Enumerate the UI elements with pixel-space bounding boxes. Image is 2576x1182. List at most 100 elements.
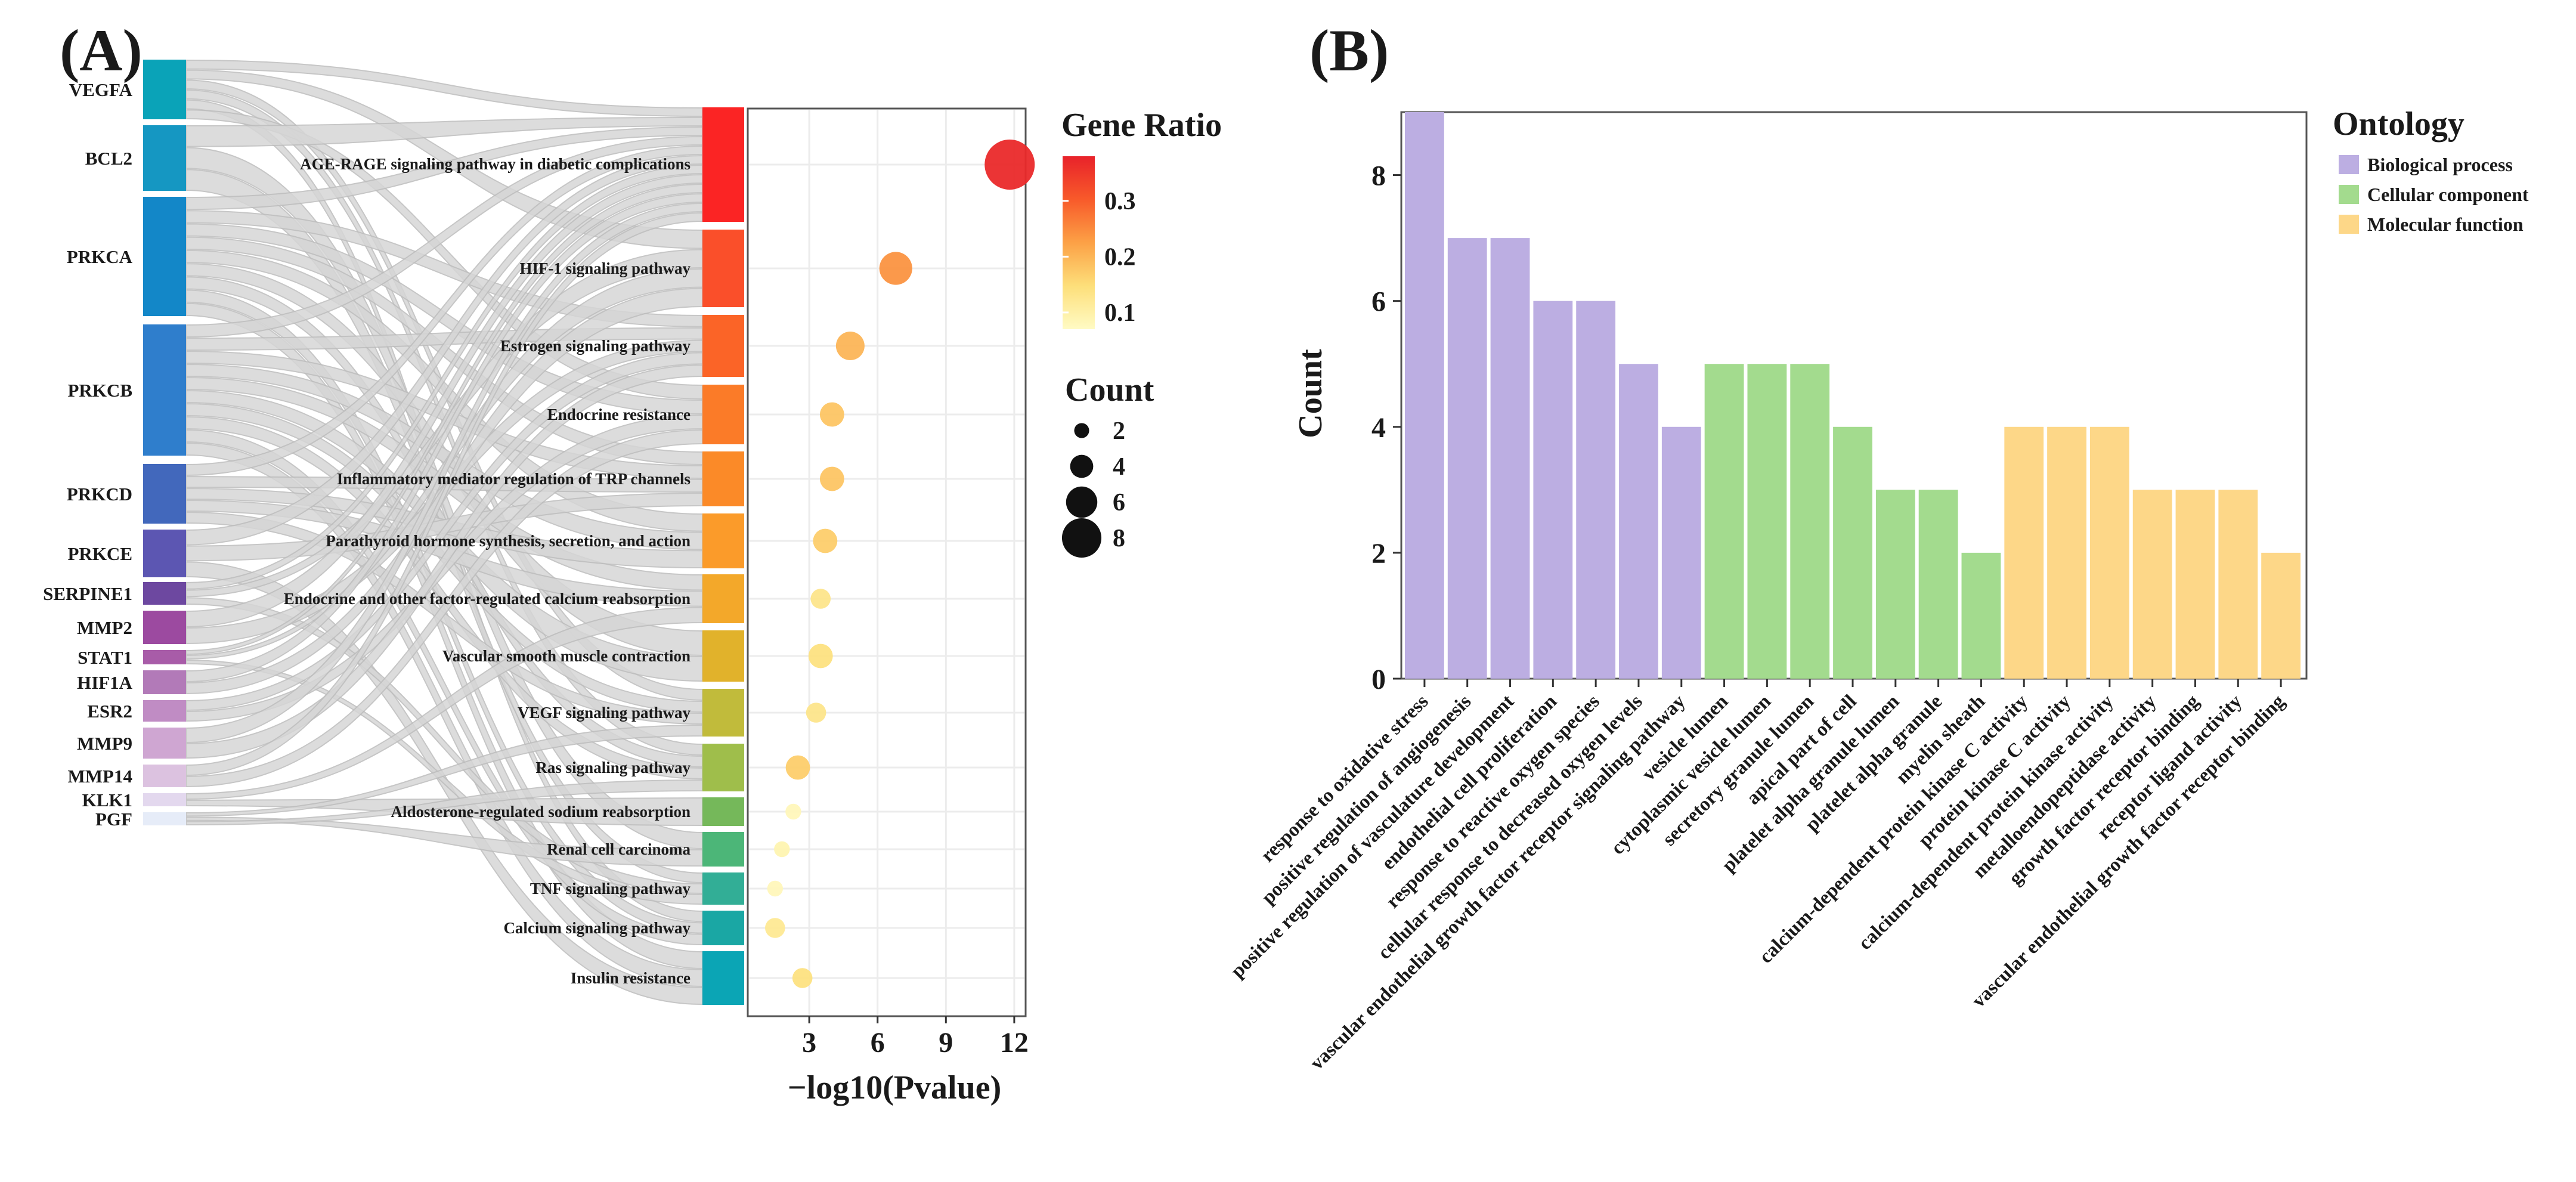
colorbar-tick-label: 0.2	[1104, 243, 1136, 271]
pathway-node-bar	[702, 107, 744, 222]
pathway-label: Aldosterone-regulated sodium reabsorptio…	[391, 803, 691, 821]
pathway-dot	[765, 918, 785, 938]
x-tick-label: 9	[939, 1027, 953, 1059]
pathway-dot	[813, 528, 838, 553]
dot-plot-grid	[749, 110, 1024, 1015]
go-bar	[1447, 238, 1487, 679]
pathway-dot	[835, 332, 865, 360]
count-legend-label: 8	[1113, 525, 1125, 552]
ontology-legend-items: Biological process Cellular component Mole…	[2339, 154, 2529, 235]
go-bar	[1790, 364, 1830, 679]
go-bar	[1875, 490, 1915, 679]
go-bar	[1533, 301, 1573, 679]
count-legend-dot	[1061, 518, 1102, 558]
gene-label: PRKCE	[68, 543, 133, 564]
pathway-dot	[767, 880, 784, 897]
pathway-label: Calcium signaling pathway	[503, 919, 691, 937]
ontology-legend-swatch	[2339, 215, 2359, 234]
pathway-label: Estrogen signaling pathway	[500, 337, 691, 355]
go-bar	[2089, 426, 2129, 679]
pathway-dot	[810, 589, 831, 609]
bar-chart-bars	[1405, 112, 2301, 679]
count-legend-label: 2	[1113, 417, 1125, 445]
gene-node-bar	[143, 60, 186, 119]
go-bar	[2175, 490, 2215, 679]
gene-node-bar	[143, 582, 186, 605]
pathway-dot	[785, 755, 810, 780]
go-bar	[1576, 301, 1616, 679]
gene-label: BCL2	[85, 148, 132, 169]
gene-node-bar	[143, 728, 186, 759]
pathway-label: Renal cell carcinoma	[547, 840, 691, 858]
sankey-link	[185, 116, 703, 147]
x-tick-label: 12	[1000, 1027, 1029, 1059]
pathway-label: Vascular smooth muscle contraction	[442, 647, 691, 665]
pathway-label: Inflammatory mediator regulation of TRP …	[337, 470, 691, 488]
count-legend-items: 2 4 6 8	[1061, 417, 1125, 558]
ontology-legend-label: Biological process	[2367, 154, 2513, 175]
pathway-label: AGE-RAGE signaling pathway in diabetic c…	[300, 155, 691, 173]
pathway-node-bar	[702, 574, 744, 623]
colorbar-tick-label: 0.1	[1104, 299, 1136, 327]
y-tick-label: 6	[1371, 286, 1386, 318]
pathway-node-bar	[702, 230, 744, 307]
gene-label: PRKCA	[67, 246, 133, 267]
pathway-node-bar	[702, 630, 744, 682]
gene-ratio-legend-title: Gene Ratio	[1061, 107, 1222, 144]
go-bar	[2132, 490, 2172, 679]
ontology-legend-title: Ontology	[2333, 106, 2464, 143]
sankey-link	[185, 174, 703, 628]
pathway-node-bar	[702, 911, 744, 945]
gene-label: SERPINE1	[43, 583, 132, 604]
colorbar-tick-label: 0.3	[1104, 188, 1136, 215]
y-tick-label: 4	[1371, 412, 1386, 444]
gene-node-bar	[143, 700, 186, 722]
gene-label: HIF1A	[77, 672, 133, 693]
gene-label: PRKCB	[68, 380, 133, 401]
count-legend: Count 2 4 6 8	[1061, 372, 1154, 558]
panel-a: (A) VEGFA BCL2 PRKCA PRKCB PRKCD PRKCE SERPINE…	[43, 17, 1222, 1106]
gene-ratio-ticks: 0.1 0.2 0.3	[1063, 188, 1136, 327]
y-tick-label: 0	[1371, 664, 1386, 695]
pathway-label: HIF-1 signaling pathway	[519, 259, 691, 277]
pathway-dot	[879, 252, 912, 285]
gene-node-bar	[143, 611, 186, 644]
gene-label: ESR2	[87, 701, 132, 722]
gene-label: KLK1	[82, 790, 132, 810]
pathway-label: TNF signaling pathway	[530, 880, 691, 898]
x-tick-label: 3	[802, 1027, 816, 1059]
go-bar	[2218, 490, 2258, 679]
pathway-dot	[792, 968, 813, 988]
ontology-legend-swatch	[2339, 155, 2359, 174]
ontology-legend-swatch	[2339, 185, 2359, 204]
x-tick-label: 6	[871, 1027, 885, 1059]
gene-label: MMP9	[77, 733, 132, 754]
count-legend-dot	[1074, 423, 1089, 438]
dot-plot-x-axis-title: −log10(Pvalue)	[788, 1069, 1002, 1106]
gene-node-bar	[143, 765, 186, 787]
count-legend-title: Count	[1065, 372, 1154, 409]
count-legend-label: 6	[1113, 489, 1125, 516]
pathway-node-bar	[702, 513, 744, 568]
pathway-nodes: AGE-RAGE signaling pathway in diabetic c…	[284, 107, 744, 1005]
gene-node-bar	[143, 793, 186, 806]
dot-plot-points	[765, 140, 1035, 988]
pathway-node-bar	[702, 385, 744, 444]
pathway-node-bar	[702, 315, 744, 377]
go-bar	[1918, 490, 1958, 679]
pathway-dot	[808, 643, 833, 669]
pathway-dot	[984, 140, 1035, 190]
dot-plot-x-ticks: 3 6 9 12	[802, 1016, 1029, 1059]
gene-ratio-colorbar	[1063, 156, 1095, 329]
go-bar	[1405, 112, 1444, 679]
pathway-dot	[819, 466, 844, 491]
go-bar	[1833, 426, 1872, 679]
gene-node-bar	[143, 650, 186, 664]
count-legend-dot	[1070, 454, 1094, 478]
pathway-node-bar	[702, 872, 744, 905]
y-tick-label: 8	[1371, 160, 1386, 192]
dot-plot: 3 6 9 12 −log10(Pvalue)	[747, 107, 1035, 1106]
pathway-node-bar	[702, 797, 744, 826]
go-bar	[2004, 426, 2044, 679]
gene-node-bar	[143, 670, 186, 694]
